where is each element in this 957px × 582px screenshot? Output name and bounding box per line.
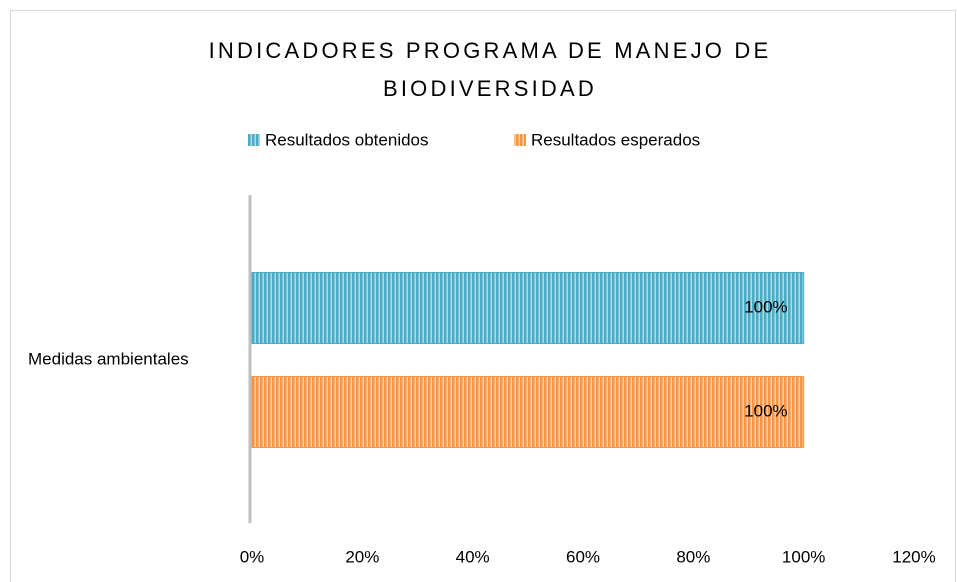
legend-label: Resultados esperados <box>531 130 700 149</box>
data-label: 100% <box>744 401 787 420</box>
x-tick-label: 120% <box>892 547 935 566</box>
x-tick-label: 100% <box>782 547 825 566</box>
bar <box>251 272 805 344</box>
x-tick-label: 20% <box>345 547 379 566</box>
legend-swatch <box>248 134 260 146</box>
data-label: 100% <box>744 297 787 316</box>
bar <box>251 376 805 448</box>
x-tick-label: 40% <box>456 547 490 566</box>
legend-swatch <box>514 134 526 146</box>
chart-title: INDICADORES PROGRAMA DE MANEJO DE BIODIV… <box>208 38 772 101</box>
x-tick-label: 0% <box>240 547 265 566</box>
x-tick-label: 80% <box>676 547 710 566</box>
legend-label: Resultados obtenidos <box>265 130 429 149</box>
y-tick-label: Medidas ambientales <box>28 349 189 368</box>
x-tick-label: 60% <box>566 547 600 566</box>
chart-border <box>10 10 956 582</box>
